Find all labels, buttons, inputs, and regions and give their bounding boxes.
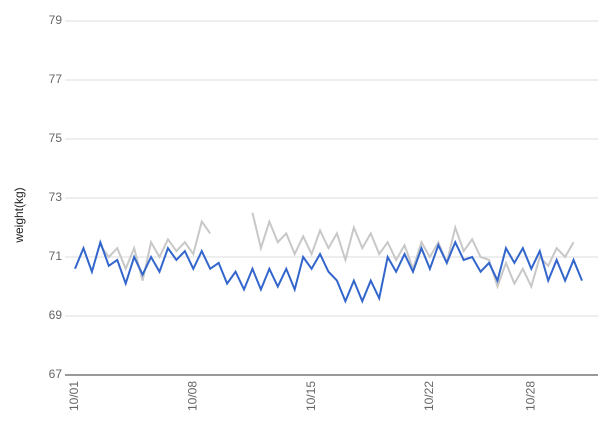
x-tick-label: 10/01 [67,381,81,411]
y-tick-label: 67 [49,367,63,381]
y-tick-label: 75 [49,131,63,145]
y-tick-label: 73 [49,190,63,204]
x-tick-label: 10/22 [422,381,436,411]
y-tick-label: 77 [49,72,63,86]
y-tick-label: 69 [49,308,63,322]
y-axis-label: weight(kg) [12,187,26,243]
x-tick-label: 10/08 [185,381,199,411]
x-tick-label: 10/28 [523,381,537,411]
x-tick-label: 10/15 [304,381,318,411]
series-line [74,238,583,304]
series-line [99,212,575,290]
y-tick-label: 79 [49,13,63,27]
y-tick-label: 71 [49,249,63,263]
